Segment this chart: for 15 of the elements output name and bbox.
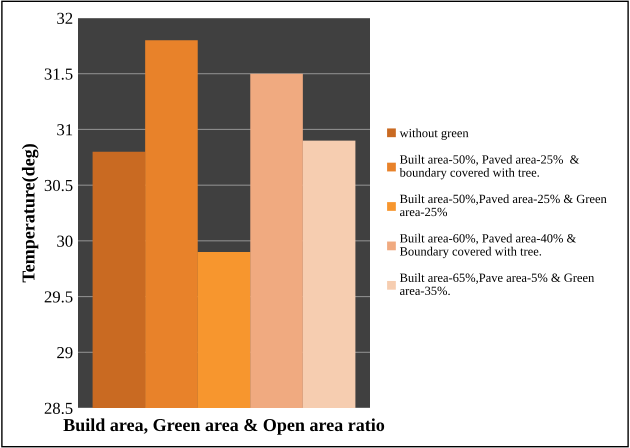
y-tick-label: 29.5 (44, 291, 72, 303)
y-tick-label: 29 (57, 347, 72, 358)
x-axis-title: Build area, Green area & Open area ratio (63, 418, 384, 435)
y-tick-label: 28.5 (44, 402, 72, 414)
y-tick-label: 30 (57, 236, 73, 247)
y-tick-label: 32 (57, 12, 72, 24)
y-tick-label: 30.5 (44, 180, 72, 192)
y-axis-title: Temperature(deg) (22, 144, 38, 282)
legend-label: Built area-65%,Pave area-5% & Green area-35%. (400, 273, 594, 296)
y-tick-label: 31.5 (44, 68, 72, 80)
legend-label: Built area-50%,Paved area-25% & Green area-25% (400, 194, 607, 216)
legend-label: without green (400, 128, 468, 140)
y-tick-label: 31 (57, 124, 72, 136)
legend-label: Built area-50%, Paved area-25% & boundary covered with tree. (400, 154, 580, 180)
legend-label: Built area-60%, Paved area-40% & Boundary covered with tree. (400, 234, 576, 258)
